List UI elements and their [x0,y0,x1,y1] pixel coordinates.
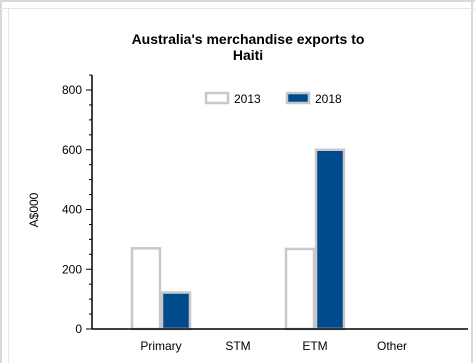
bar-2018-etm [314,148,346,331]
x-tick-label-other: Other [377,339,407,353]
legend-label-2013: 2013 [234,92,261,106]
legend-label-2018: 2018 [315,92,342,106]
frame-border-left [0,0,2,363]
legend-swatch-2013 [204,91,230,105]
bars-group [130,148,346,331]
x-tick-label-stm: STM [225,339,250,353]
legend-swatch-2018 [285,91,311,105]
y-tick-label-600: 600 [62,143,82,157]
bar-2013-primary [130,247,162,331]
y-axis-title: A$000 [27,192,41,227]
frame-border-top [0,0,475,2]
axes-group: Primary STM ETM Other 0 200 400 600 800 [62,74,468,353]
frame-inner-border-top [0,8,475,9]
bar-2013-etm [284,247,316,331]
bar-2018-primary [160,291,192,331]
x-tick-label-etm: ETM [302,339,327,353]
y-tick-label-200: 200 [62,262,82,276]
legend: 2013 2018 [204,91,342,106]
y-tick-label-0: 0 [75,322,82,336]
y-tick-label-400: 400 [62,203,82,217]
y-tick-label-800: 800 [62,83,82,97]
chart-title-line-2: Haiti [233,47,263,63]
frame-inner-border-left [8,8,9,363]
frame-border-right [471,0,473,363]
chart-title-line-1: Australia's merchandise exports to [132,31,365,47]
x-tick-label-primary: Primary [140,339,181,353]
